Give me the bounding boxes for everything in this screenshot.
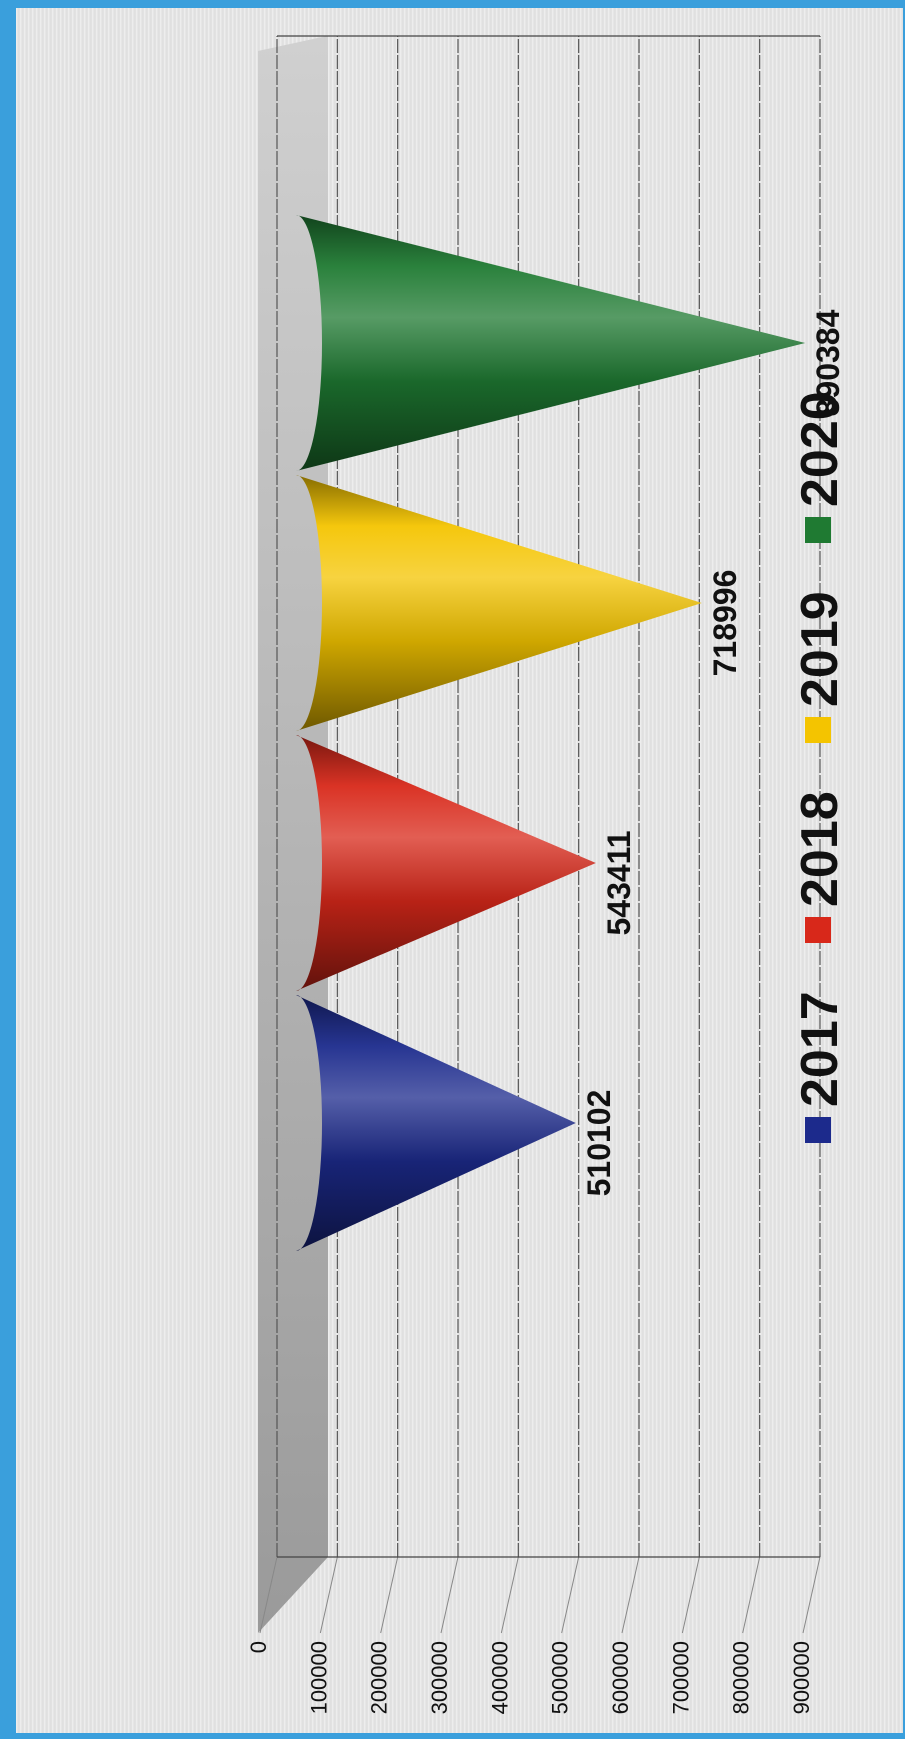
legend-swatch-2020 bbox=[805, 517, 831, 543]
y-tick-label: 0 bbox=[246, 1641, 271, 1653]
legend-label-2019: 2019 bbox=[791, 591, 849, 707]
cone-2017 bbox=[296, 995, 576, 1251]
data-label-2020: 890384 bbox=[810, 309, 846, 416]
data-label-2018: 543411 bbox=[601, 830, 637, 935]
cone-2019 bbox=[296, 475, 702, 731]
side-wall-line bbox=[742, 1556, 761, 1634]
y-tick-label: 700000 bbox=[668, 1641, 693, 1714]
data-label-2017: 510102 bbox=[581, 1090, 617, 1197]
legend-swatch-2019 bbox=[805, 717, 831, 743]
side-wall-line bbox=[500, 1556, 519, 1634]
legend-label-2020: 2020 bbox=[791, 391, 849, 507]
y-tick-label: 900000 bbox=[789, 1641, 814, 1714]
y-tick-label: 200000 bbox=[367, 1641, 392, 1714]
cone-chart: 0 100000 200000 300000 400000 500000 600000 700… bbox=[246, 35, 849, 1714]
side-wall-line bbox=[259, 1556, 278, 1634]
side-wall-line bbox=[440, 1556, 459, 1634]
y-tick-label: 100000 bbox=[306, 1641, 331, 1714]
side-wall-line bbox=[621, 1556, 640, 1634]
legend-label-2018: 2018 bbox=[791, 791, 849, 907]
data-label-2019: 718996 bbox=[707, 570, 743, 677]
side-wall-line bbox=[319, 1556, 338, 1634]
side-wall-line bbox=[802, 1556, 821, 1634]
y-tick-label: 400000 bbox=[487, 1641, 512, 1714]
cone-2018 bbox=[296, 735, 596, 991]
side-wall-line bbox=[681, 1556, 700, 1634]
y-tick-label: 300000 bbox=[427, 1641, 452, 1714]
y-tick-label: 500000 bbox=[548, 1641, 573, 1714]
y-tick-label: 600000 bbox=[608, 1641, 633, 1714]
side-wall-line bbox=[561, 1556, 580, 1634]
legend-label-2017: 2017 bbox=[791, 991, 849, 1107]
chart-frame: 0 100000 200000 300000 400000 500000 600000 700… bbox=[16, 8, 903, 1733]
legend-swatch-2017 bbox=[805, 1117, 831, 1143]
side-wall-line bbox=[380, 1556, 399, 1634]
legend-swatch-2018 bbox=[805, 917, 831, 943]
cone-2020 bbox=[296, 215, 806, 471]
chart-floor bbox=[258, 35, 328, 1633]
y-tick-label: 800000 bbox=[729, 1641, 754, 1714]
